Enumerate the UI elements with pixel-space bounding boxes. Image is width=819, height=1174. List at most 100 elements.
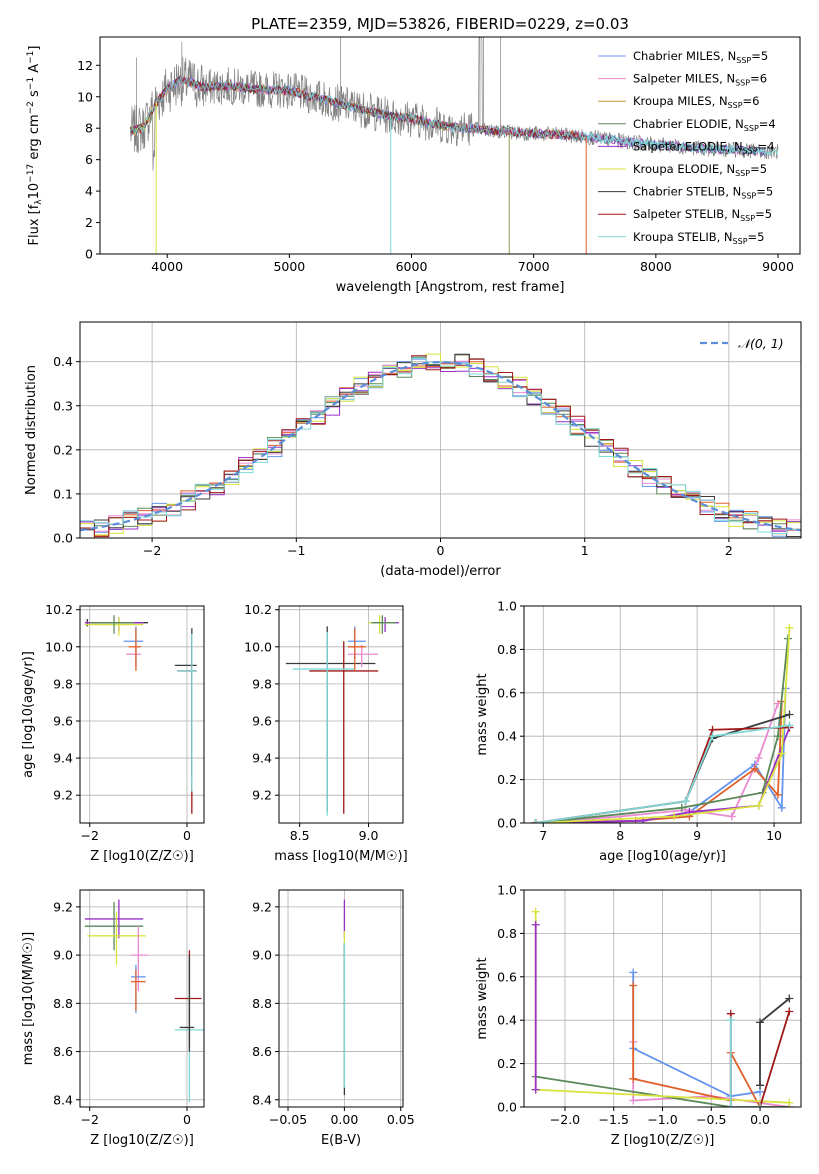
- legend-entry: Kroupa ELODIE, NSSP=5: [633, 162, 767, 178]
- x-tick-label: 0: [183, 828, 191, 843]
- x-tick-label: −2: [143, 543, 161, 558]
- y-tick-label: 0.0: [497, 816, 517, 831]
- weight-marker: [777, 803, 786, 812]
- y-tick-label: 0.2: [497, 772, 517, 787]
- y-tick-label: 9.4: [252, 751, 272, 766]
- panel-age_vs_mass: 8.5 9.0 9.2 9.4 9.6 9.8 10.0 10.2 mass [log10(M/…: [244, 602, 408, 864]
- x-tick-label: −0.05: [269, 1112, 307, 1127]
- y-tick-label: 8.6: [252, 1044, 272, 1059]
- x-tick-label: −2: [81, 828, 99, 843]
- panel-mass_weight_vs_age: 7 8 9 10 0.0 0.2 0.4 0.6 0.8 1.0 age [log10(age/yr…: [475, 599, 802, 864]
- panel-mass_vs_Z: −2 0 8.4 8.6 8.8 9.0 9.2 Z [log10(Z/Z☉)] mass [l…: [21, 889, 205, 1148]
- weight-marker: [773, 790, 782, 799]
- weight-series-2: [535, 703, 779, 823]
- y-tick-label: 0.1: [53, 486, 73, 501]
- y-tick-label: 9.6: [53, 713, 73, 728]
- plot-area: [80, 606, 204, 823]
- y-tick-label: 9.2: [53, 899, 73, 914]
- y-tick-label: 0.6: [497, 969, 517, 984]
- legend-entry: 𝒩(0, 1): [738, 336, 784, 351]
- panel-age_vs_Z: −2 0 9.2 9.4 9.6 9.8 10.0 10.2 Z [log10(Z/Z☉)] ag…: [21, 602, 205, 864]
- weight-marker: [531, 907, 540, 916]
- x-tick-label: 0.05: [387, 1112, 415, 1127]
- x-axis-label: wavelength [Angstrom, rest frame]: [336, 280, 565, 295]
- weight-marker: [629, 1096, 638, 1105]
- y-tick-label: 0.2: [497, 1056, 517, 1071]
- weight-marker: [708, 732, 717, 741]
- weight-marker: [777, 749, 786, 758]
- y-tick-label: 9.2: [53, 788, 73, 803]
- model-spectrum-8: [130, 75, 587, 142]
- x-tick-label: −1.0: [647, 1112, 677, 1127]
- y-tick-label: 9.4: [53, 751, 73, 766]
- plots-layer: 4000 5000 6000 7000 8000 9000024681012wavelen…: [21, 36, 802, 1148]
- legend-entry: Kroupa STELIB, NSSP=5: [633, 230, 764, 246]
- weight-marker: [785, 994, 794, 1003]
- y-tick-label: 8.4: [53, 1092, 73, 1107]
- plot-area: [279, 890, 403, 1107]
- weight-marker: [629, 1074, 638, 1083]
- y-tick-label: 0.4: [53, 354, 73, 369]
- model-spectrum-9: [130, 76, 767, 156]
- y-tick-label: 4: [85, 184, 93, 199]
- y-tick-label: 1.0: [497, 599, 517, 614]
- histogram-6: [80, 353, 801, 536]
- y-tick-label: 8.8: [252, 996, 272, 1011]
- panel-residuals: −2 −1 0 1 2 0.0 0.1 0.2 0.3 0.4 (data-model)/error…: [24, 321, 802, 579]
- x-tick-label: 0: [437, 543, 445, 558]
- y-tick-label: 9.0: [53, 948, 73, 963]
- y-tick-label: 0.3: [53, 398, 73, 413]
- y-tick-label: 8.4: [252, 1092, 272, 1107]
- x-axis-label: Z [log10(Z/Z☉)]: [611, 1133, 715, 1148]
- weight-marker: [726, 1103, 735, 1107]
- y-tick-label: 6: [85, 152, 93, 167]
- weight-series-1: [632, 972, 761, 1098]
- y-tick-label: 0.6: [497, 685, 517, 700]
- weight-marker: [750, 764, 759, 773]
- weight-series-6: [535, 627, 791, 823]
- weight-marker: [727, 812, 736, 821]
- weight-series-4: [535, 1075, 790, 1107]
- legend-entry: Salpeter ELODIE, NSSP=4: [633, 139, 775, 155]
- y-tick-label: 9.2: [252, 899, 272, 914]
- weight-marker: [670, 812, 679, 821]
- axes-frame: [523, 605, 802, 824]
- y-tick-label: 0.0: [53, 531, 73, 546]
- weight-marker: [785, 1098, 794, 1107]
- legend-entry: Salpeter MILES, NSSP=6: [633, 72, 767, 88]
- plot-area: [279, 606, 403, 823]
- legend-entry: Chabrier MILES, NSSP=5: [633, 49, 768, 65]
- x-tick-label: 7000: [518, 259, 550, 274]
- histogram-8: [80, 355, 801, 538]
- x-tick-label: 0.00: [330, 1112, 358, 1127]
- y-tick-label: 0.4: [497, 1013, 517, 1028]
- x-tick-label: 4000: [151, 259, 183, 274]
- y-tick-label: 9.0: [252, 948, 272, 963]
- x-tick-label: −0.5: [696, 1112, 726, 1127]
- x-tick-label: 1: [581, 543, 589, 558]
- y-tick-label: 0.8: [497, 926, 517, 941]
- x-tick-label: −2.0: [550, 1112, 580, 1127]
- weight-marker: [677, 803, 686, 812]
- plot-area: [524, 890, 801, 1107]
- weight-marker: [785, 623, 794, 632]
- y-tick-label: 10: [77, 89, 93, 104]
- x-tick-label: −2: [81, 1112, 99, 1127]
- y-tick-label: 8.6: [53, 1044, 73, 1059]
- y-tick-label: 0.0: [497, 1100, 517, 1115]
- weight-marker: [785, 1007, 794, 1016]
- weight-marker: [754, 753, 763, 762]
- y-axis-label: mass weight: [475, 673, 490, 755]
- weight-marker: [531, 920, 540, 929]
- weight-series-6: [759, 997, 790, 1086]
- panel-spectrum: 4000 5000 6000 7000 8000 9000 0 2 4 6 8 10 12 wavelen…: [26, 36, 801, 295]
- legend-entry: Chabrier ELODIE, NSSP=4: [633, 117, 776, 133]
- y-tick-label: 0.4: [497, 729, 517, 744]
- y-tick-label: 10.2: [45, 602, 73, 617]
- weight-marker: [531, 819, 540, 823]
- y-tick-label: 12: [77, 58, 93, 73]
- x-axis-label: mass [log10(M/M☉)]: [274, 849, 407, 864]
- x-tick-label: 9000: [762, 259, 794, 274]
- x-tick-label: 0: [183, 1112, 191, 1127]
